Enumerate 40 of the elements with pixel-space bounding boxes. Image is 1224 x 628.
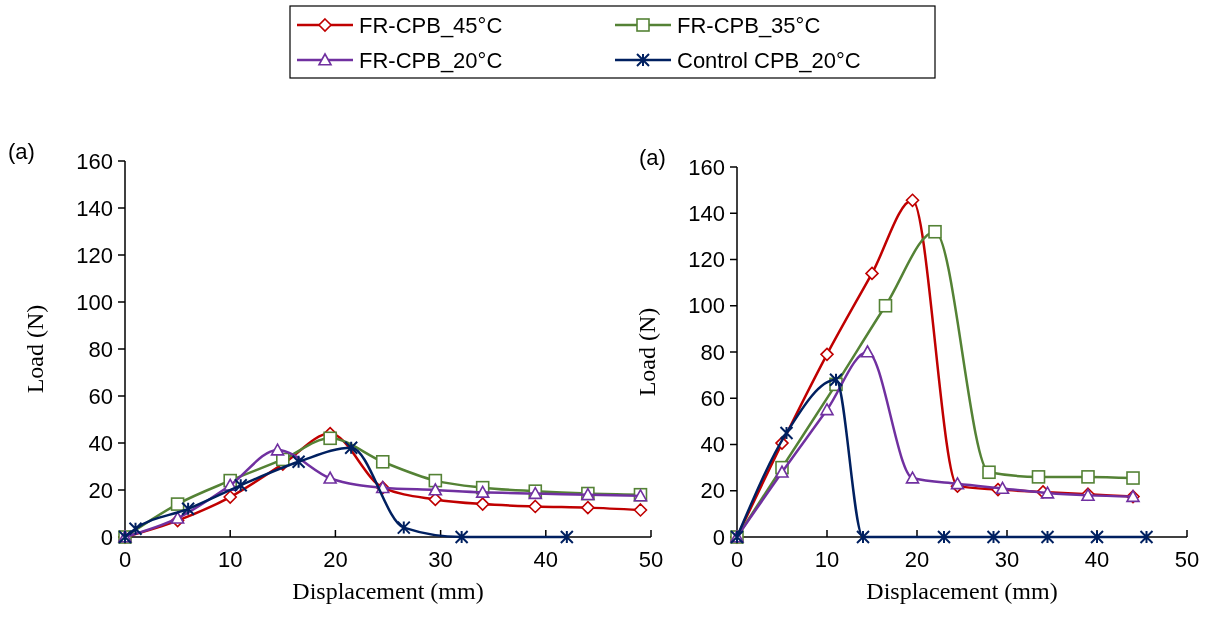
y-tick-label: 80 [700, 339, 725, 365]
x-tick-label: 0 [118, 547, 132, 572]
y-tick-label: 60 [700, 385, 725, 411]
x-axis-title: Displacement (mm) [866, 578, 1058, 604]
x-tick-label: 0 [730, 547, 744, 572]
x-tick-label: 30 [428, 547, 453, 572]
x-axis-title: Displacement (mm) [292, 578, 484, 604]
legend-label: FR-CPB_35°C [677, 12, 821, 38]
y-tick-label: 100 [76, 289, 113, 315]
x-tick-label: 10 [217, 547, 243, 572]
x-tick-label: 20 [904, 547, 930, 572]
y-tick-label: 140 [688, 200, 725, 226]
chart-title: (a) [8, 139, 35, 164]
x-tick-label: 50 [1174, 547, 1200, 572]
y-tick-label: 120 [688, 247, 725, 273]
y-tick-label: 40 [88, 430, 113, 456]
legend-label: Control CPB_20°C [677, 47, 861, 73]
x-tick-label: 40 [1084, 547, 1110, 572]
y-tick-label: 120 [76, 242, 113, 268]
y-tick-label: 20 [700, 478, 725, 504]
y-tick-label: 160 [688, 154, 725, 180]
x-tick-label: 40 [533, 547, 559, 572]
y-tick-label: 0 [712, 524, 725, 550]
x-tick-label: 50 [638, 547, 664, 572]
x-tick-label: 30 [994, 547, 1020, 572]
legend-label: FR-CPB_45°C [359, 12, 503, 38]
y-axis-title: Load (N) [634, 307, 660, 397]
x-tick-label: 10 [814, 547, 840, 572]
y-tick-label: 160 [76, 148, 113, 174]
chart-title: (a) [639, 145, 666, 170]
y-tick-label: 140 [76, 195, 113, 221]
y-axis-title: Load (N) [22, 304, 48, 394]
y-tick-label: 40 [700, 432, 725, 458]
x-tick-label: 20 [323, 547, 348, 572]
y-tick-label: 60 [88, 383, 113, 409]
y-tick-label: 0 [100, 524, 113, 550]
legend-label: FR-CPB_20°C [359, 47, 503, 73]
y-tick-label: 100 [688, 293, 725, 319]
y-tick-label: 20 [88, 477, 113, 503]
y-tick-label: 80 [88, 336, 113, 362]
